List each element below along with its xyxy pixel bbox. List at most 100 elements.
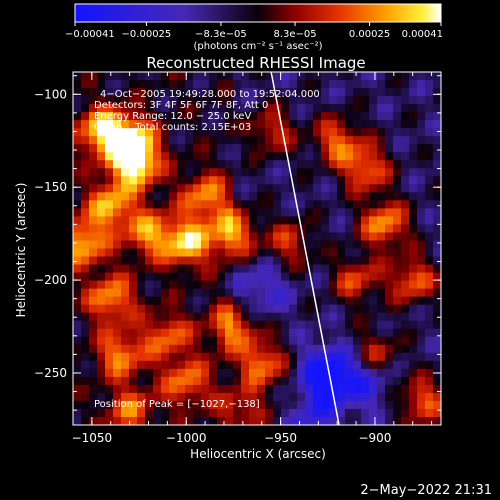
heatmap-cell — [105, 184, 114, 193]
heatmap-cell — [137, 232, 146, 241]
heatmap-cell — [377, 192, 386, 201]
heatmap-cell — [353, 360, 362, 370]
heatmap-cell — [225, 320, 234, 330]
heatmap-cell — [89, 136, 98, 145]
heatmap-cell — [121, 312, 130, 322]
heatmap-cell — [145, 224, 154, 233]
heatmap-cell — [193, 232, 202, 241]
heatmap-cell — [129, 400, 138, 410]
heatmap-cell — [369, 376, 378, 386]
heatmap-cell — [321, 72, 330, 81]
heatmap-cell — [273, 368, 282, 378]
heatmap-cell — [217, 240, 226, 249]
heatmap-cell — [249, 272, 258, 281]
heatmap-cell — [225, 400, 234, 410]
heatmap-cell — [321, 256, 330, 265]
heatmap-cell — [89, 88, 98, 97]
heatmap-cell — [297, 336, 306, 346]
heatmap-cell — [393, 80, 402, 89]
heatmap-cell — [113, 376, 122, 386]
heatmap-cell — [233, 176, 242, 185]
heatmap-cell — [97, 216, 106, 225]
heatmap-cell — [369, 248, 378, 257]
heatmap-cell — [217, 136, 226, 145]
heatmap-cell — [409, 296, 418, 306]
heatmap-cell — [89, 376, 98, 386]
heatmap-cell — [129, 216, 138, 225]
heatmap-cell — [209, 320, 218, 330]
heatmap-cell — [265, 272, 274, 281]
heatmap-cell — [265, 112, 274, 121]
heatmap-cell — [153, 224, 162, 233]
heatmap-cell — [137, 256, 146, 265]
heatmap-cell — [113, 408, 122, 418]
heatmap-cell — [329, 240, 338, 249]
heatmap-cell — [161, 288, 170, 298]
heatmap-cell — [313, 344, 322, 354]
heatmap-cell — [393, 320, 402, 330]
heatmap-cell — [89, 352, 98, 362]
heatmap-cell — [305, 360, 314, 370]
heatmap-cell — [265, 168, 274, 177]
heatmap-cell — [313, 128, 322, 137]
heatmap-cell — [169, 232, 178, 241]
heatmap-cell — [393, 104, 402, 113]
heatmap-cell — [185, 336, 194, 346]
heatmap-cell — [137, 288, 146, 298]
heatmap-cell — [409, 312, 418, 322]
plot-frame — [72, 71, 442, 426]
heatmap-cell — [217, 88, 226, 97]
heatmap-cell — [353, 344, 362, 354]
heatmap-cell — [257, 384, 266, 394]
heatmap-cell — [297, 184, 306, 193]
heatmap-cell — [425, 416, 434, 426]
heatmap-cell — [305, 248, 314, 257]
heatmap-cell — [297, 320, 306, 330]
heatmap-cell — [121, 208, 130, 217]
heatmap-cell — [129, 248, 138, 257]
heatmap-cell — [177, 288, 186, 298]
heatmap-cell — [209, 144, 218, 153]
heatmap-cell — [137, 304, 146, 314]
heatmap-cell — [201, 360, 210, 370]
heatmap-cell — [265, 96, 274, 105]
heatmap-cell — [401, 264, 410, 273]
heatmap-cell — [257, 264, 266, 273]
heatmap-cell — [241, 192, 250, 201]
heatmap-cell — [153, 376, 162, 386]
heatmap-cell — [369, 176, 378, 185]
heatmap-cell — [281, 248, 290, 257]
heatmap-cell — [417, 128, 426, 137]
heatmap-cell — [233, 296, 242, 306]
heatmap-cell — [281, 104, 290, 113]
heatmap-cell — [81, 240, 90, 249]
heatmap-cell — [169, 104, 178, 113]
heatmap-cell — [425, 200, 434, 209]
heatmap-cell — [225, 208, 234, 217]
heatmap-cell — [425, 336, 434, 346]
heatmap-cell — [377, 112, 386, 121]
heatmap-cell — [257, 360, 266, 370]
heatmap-cell — [201, 112, 210, 121]
heatmap-cell — [289, 320, 298, 330]
heatmap-cell — [105, 336, 114, 346]
heatmap-cell — [409, 232, 418, 241]
heatmap-cell — [401, 280, 410, 290]
heatmap-cell — [417, 144, 426, 153]
heatmap-cell — [297, 400, 306, 410]
heatmap-cell — [289, 368, 298, 378]
heatmap-cell — [113, 384, 122, 394]
heatmap-cell — [369, 392, 378, 402]
heatmap-cell — [257, 368, 266, 378]
heatmap-cell — [425, 152, 434, 161]
heatmap-cell — [249, 248, 258, 257]
heatmap-cell — [313, 392, 322, 402]
heatmap-cell — [433, 136, 442, 145]
heatmap-cell — [233, 256, 242, 265]
heatmap-cell — [161, 208, 170, 217]
heatmap-cell — [289, 304, 298, 314]
heatmap-cell — [305, 80, 314, 89]
heatmap-cell — [169, 384, 178, 394]
heatmap-cell — [209, 272, 218, 281]
heatmap-cell — [409, 192, 418, 201]
